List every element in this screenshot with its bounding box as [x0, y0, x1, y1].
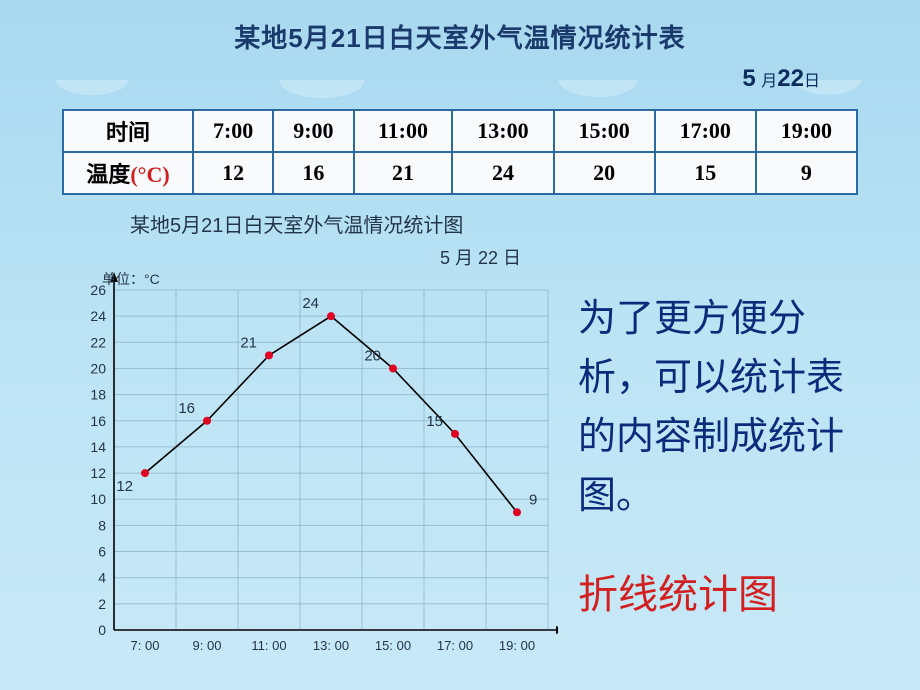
svg-text:16: 16: [178, 400, 195, 417]
month-unit: 月: [761, 73, 777, 90]
temp-cell: 9: [756, 152, 857, 194]
svg-text:24: 24: [302, 295, 319, 312]
temp-cell: 20: [554, 152, 655, 194]
svg-text:12: 12: [90, 465, 106, 481]
table-row: 时间 7:00 9:00 11:00 13:00 15:00 17:00 19:…: [63, 110, 857, 152]
time-cell: 17:00: [655, 110, 756, 152]
svg-text:19: 00: 19: 00: [499, 638, 535, 653]
svg-text:6: 6: [98, 544, 106, 560]
temp-cell: 16: [273, 152, 353, 194]
svg-text:9: 9: [529, 491, 537, 508]
svg-text:9: 00: 9: 00: [193, 638, 222, 653]
day-num: 22: [777, 65, 804, 92]
table-row: 温度(°C) 12 16 21 24 20 15 9: [63, 152, 857, 194]
day-unit: 日: [804, 73, 820, 90]
table-title: 某地5月21日白天室外气温情况统计表: [40, 18, 880, 55]
chart-title: 某地5月21日白天室外气温情况统计图: [130, 209, 880, 238]
line-chart: 024681012141618202224267: 009: 0011: 001…: [68, 270, 558, 670]
temp-label-unit: (°C): [130, 162, 169, 187]
data-table: 时间 7:00 9:00 11:00 13:00 15:00 17:00 19:…: [62, 109, 858, 195]
chart-subdate: 5 月 22 日: [440, 244, 880, 270]
svg-text:4: 4: [98, 570, 106, 586]
svg-text:22: 22: [90, 334, 106, 350]
svg-text:11: 00: 11: 00: [251, 638, 286, 653]
chart-svg: 024681012141618202224267: 009: 0011: 001…: [68, 270, 558, 670]
time-cell: 7:00: [193, 110, 273, 152]
svg-text:24: 24: [90, 308, 106, 324]
svg-text:7: 00: 7: 00: [131, 638, 160, 653]
time-cell: 13:00: [452, 110, 553, 152]
svg-text:16: 16: [90, 413, 106, 429]
temp-cell: 12: [193, 152, 273, 194]
svg-text:8: 8: [98, 517, 106, 533]
svg-text:12: 12: [116, 478, 133, 495]
svg-text:单位：°C: 单位：°C: [102, 271, 160, 287]
temp-label-text: 温度: [86, 162, 130, 187]
chart-type-label: 折线统计图: [578, 562, 850, 620]
svg-text:17: 00: 17: 00: [437, 638, 473, 653]
svg-text:13: 00: 13: 00: [313, 638, 349, 653]
explain-paragraph: 为了更方便分析，可以统计表的内容制成统计图。: [578, 290, 850, 526]
table-subdate: 5 月22日: [40, 65, 880, 93]
temp-cell: 24: [452, 152, 553, 194]
month-num: 5: [742, 65, 755, 92]
row-label-time: 时间: [63, 110, 193, 152]
svg-text:15: 00: 15: 00: [375, 638, 411, 653]
svg-text:21: 21: [240, 334, 257, 351]
time-cell: 11:00: [354, 110, 453, 152]
svg-text:2: 2: [98, 596, 106, 612]
svg-text:15: 15: [426, 413, 443, 430]
temp-cell: 15: [655, 152, 756, 194]
svg-text:18: 18: [90, 387, 106, 403]
svg-text:0: 0: [98, 622, 106, 638]
svg-text:10: 10: [90, 491, 106, 507]
time-cell: 15:00: [554, 110, 655, 152]
time-cell: 19:00: [756, 110, 857, 152]
temp-cell: 21: [354, 152, 453, 194]
time-cell: 9:00: [273, 110, 353, 152]
row-label-temp: 温度(°C): [63, 152, 193, 194]
svg-text:20: 20: [364, 347, 381, 364]
svg-text:14: 14: [90, 439, 106, 455]
svg-text:20: 20: [90, 360, 106, 376]
